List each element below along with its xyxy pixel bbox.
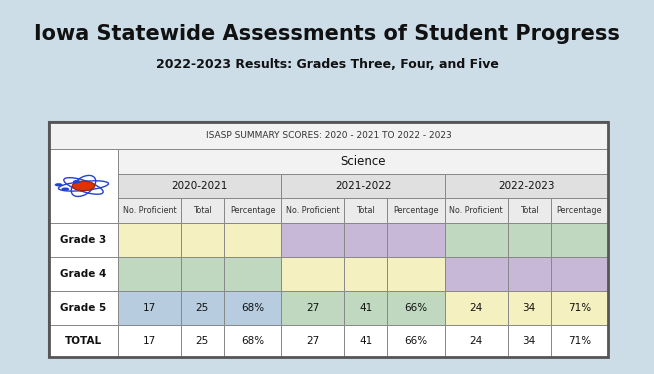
Text: 71%: 71% bbox=[568, 336, 591, 346]
Text: 2022-2023: 2022-2023 bbox=[498, 181, 555, 191]
Bar bbox=[508, 257, 551, 291]
Bar bbox=[445, 198, 508, 223]
Text: 24: 24 bbox=[470, 336, 483, 346]
Bar bbox=[551, 325, 608, 357]
Text: 24: 24 bbox=[470, 303, 483, 313]
Text: TOTAL: TOTAL bbox=[65, 336, 102, 346]
Bar bbox=[118, 198, 181, 223]
Bar bbox=[344, 291, 387, 325]
Bar bbox=[118, 174, 281, 198]
Text: 68%: 68% bbox=[241, 336, 264, 346]
Bar bbox=[344, 198, 387, 223]
Bar bbox=[344, 223, 387, 257]
Circle shape bbox=[55, 183, 63, 187]
Bar bbox=[49, 325, 118, 357]
Text: Total: Total bbox=[356, 206, 375, 215]
Bar bbox=[551, 223, 608, 257]
Text: 68%: 68% bbox=[241, 303, 264, 313]
Bar bbox=[551, 257, 608, 291]
Bar bbox=[508, 198, 551, 223]
Bar bbox=[224, 223, 281, 257]
Bar bbox=[224, 198, 281, 223]
Bar bbox=[118, 149, 608, 174]
Bar bbox=[344, 257, 387, 291]
Text: No. Proficient: No. Proficient bbox=[122, 206, 176, 215]
Text: 34: 34 bbox=[523, 336, 536, 346]
Bar bbox=[49, 291, 118, 325]
Bar bbox=[118, 223, 181, 257]
Text: 17: 17 bbox=[143, 303, 156, 313]
Circle shape bbox=[73, 180, 80, 183]
Text: Total: Total bbox=[520, 206, 538, 215]
Bar bbox=[49, 149, 118, 223]
Bar bbox=[387, 198, 445, 223]
Text: 25: 25 bbox=[196, 303, 209, 313]
Text: 27: 27 bbox=[306, 336, 319, 346]
Bar bbox=[224, 325, 281, 357]
Text: 2020-2021: 2020-2021 bbox=[171, 181, 228, 191]
Text: Science: Science bbox=[340, 154, 386, 168]
Bar bbox=[181, 223, 224, 257]
Bar bbox=[387, 223, 445, 257]
Text: Grade 3: Grade 3 bbox=[60, 235, 107, 245]
Text: Total: Total bbox=[193, 206, 212, 215]
Bar bbox=[508, 223, 551, 257]
Bar bbox=[445, 257, 508, 291]
Circle shape bbox=[73, 181, 95, 191]
Bar bbox=[445, 174, 608, 198]
Bar bbox=[49, 257, 118, 291]
Text: 41: 41 bbox=[359, 303, 372, 313]
Bar bbox=[118, 257, 181, 291]
Text: No. Proficient: No. Proficient bbox=[449, 206, 503, 215]
Text: Percentage: Percentage bbox=[230, 206, 275, 215]
Text: 2021-2022: 2021-2022 bbox=[335, 181, 391, 191]
Text: 71%: 71% bbox=[568, 303, 591, 313]
Bar bbox=[508, 291, 551, 325]
Text: Iowa Statewide Assessments of Student Progress: Iowa Statewide Assessments of Student Pr… bbox=[34, 24, 620, 44]
Bar bbox=[181, 291, 224, 325]
Text: Percentage: Percentage bbox=[393, 206, 439, 215]
Text: No. Proficient: No. Proficient bbox=[286, 206, 339, 215]
Bar bbox=[281, 174, 445, 198]
Circle shape bbox=[61, 187, 69, 191]
Bar bbox=[551, 198, 608, 223]
Bar bbox=[387, 257, 445, 291]
Text: 66%: 66% bbox=[404, 303, 428, 313]
Bar bbox=[181, 325, 224, 357]
Bar bbox=[49, 223, 118, 257]
Text: 66%: 66% bbox=[404, 336, 428, 346]
Text: 34: 34 bbox=[523, 303, 536, 313]
Text: ISASP SUMMARY SCORES: 2020 - 2021 TO 2022 - 2023: ISASP SUMMARY SCORES: 2020 - 2021 TO 202… bbox=[206, 131, 451, 140]
Text: 25: 25 bbox=[196, 336, 209, 346]
Bar bbox=[445, 291, 508, 325]
Text: Percentage: Percentage bbox=[557, 206, 602, 215]
Bar bbox=[118, 291, 181, 325]
Bar bbox=[118, 325, 181, 357]
Bar bbox=[181, 257, 224, 291]
Bar bbox=[281, 198, 344, 223]
Bar bbox=[281, 223, 344, 257]
Bar bbox=[181, 198, 224, 223]
Bar bbox=[387, 325, 445, 357]
Bar bbox=[281, 257, 344, 291]
Bar bbox=[551, 291, 608, 325]
Bar bbox=[224, 257, 281, 291]
Text: 27: 27 bbox=[306, 303, 319, 313]
Bar bbox=[281, 325, 344, 357]
Bar bbox=[387, 291, 445, 325]
Bar bbox=[49, 122, 608, 149]
Text: Grade 4: Grade 4 bbox=[60, 269, 107, 279]
Text: 2022-2023 Results: Grades Three, Four, and Five: 2022-2023 Results: Grades Three, Four, a… bbox=[156, 58, 498, 71]
Bar bbox=[224, 291, 281, 325]
Bar bbox=[508, 325, 551, 357]
Bar bbox=[445, 223, 508, 257]
Bar bbox=[281, 291, 344, 325]
Text: 17: 17 bbox=[143, 336, 156, 346]
Bar bbox=[344, 325, 387, 357]
Bar bbox=[445, 325, 508, 357]
Text: Grade 5: Grade 5 bbox=[60, 303, 107, 313]
Text: 41: 41 bbox=[359, 336, 372, 346]
